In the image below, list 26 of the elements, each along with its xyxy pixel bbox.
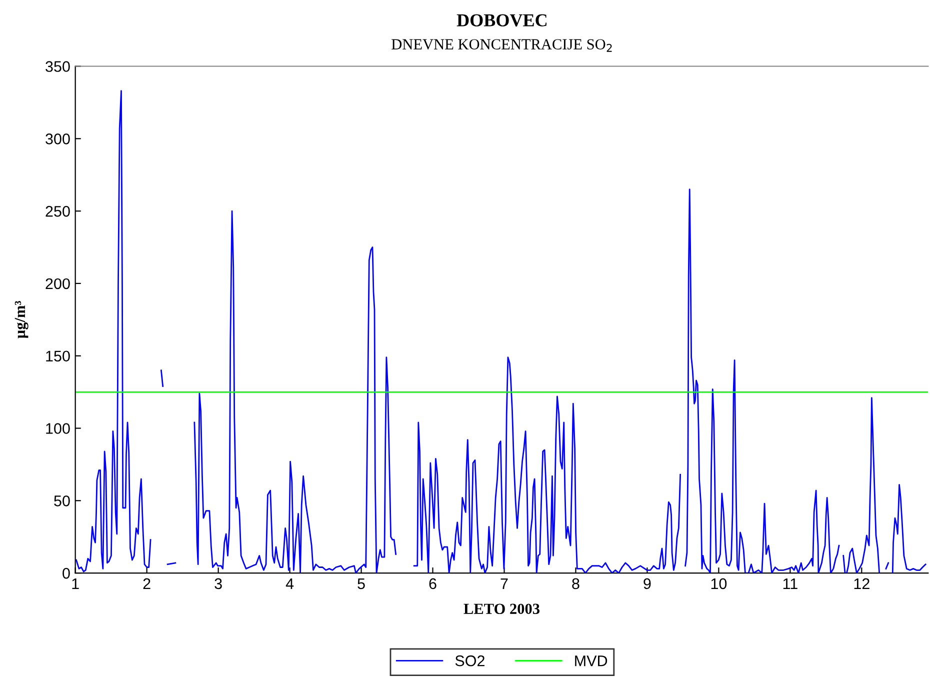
x-tick-label: 2 <box>143 578 150 589</box>
y-tick-label: 150 <box>46 350 70 362</box>
x-tick-label: 5 <box>358 578 365 590</box>
x-tick-label: 4 <box>286 578 294 589</box>
x-tick-label: 3 <box>214 578 222 590</box>
x-tick-label: 10 <box>711 578 727 590</box>
y-tick-label: 200 <box>46 278 70 290</box>
x-axis-title: LETO 2003 <box>464 604 540 614</box>
y-tick-label: 350 <box>46 61 70 72</box>
chart-title: DOBOVEC <box>456 14 546 26</box>
x-tick-label: 7 <box>500 578 508 589</box>
y-axis-title: µg/m³ <box>14 300 28 338</box>
x-tick-label: 8 <box>572 578 580 590</box>
y-tick-label: 300 <box>46 134 70 144</box>
legend-label: MVD <box>575 656 608 666</box>
x-tick-label: 6 <box>429 578 436 590</box>
y-tick-label: 100 <box>46 423 70 434</box>
x-tick-label: 1 <box>72 578 79 589</box>
x-tick-label: 12 <box>854 578 870 589</box>
x-tick-label: 11 <box>783 578 798 589</box>
chart-subtitle: DNEVNE KONCENTRACIJE SO$_{2}$ <box>392 39 612 52</box>
y-tick-label: 250 <box>46 206 70 217</box>
x-tick-label: 9 <box>644 578 651 590</box>
y-tick-label: 50 <box>54 496 70 506</box>
y-tick-label: 0 <box>62 568 70 579</box>
legend-label: SO2 <box>455 655 484 666</box>
